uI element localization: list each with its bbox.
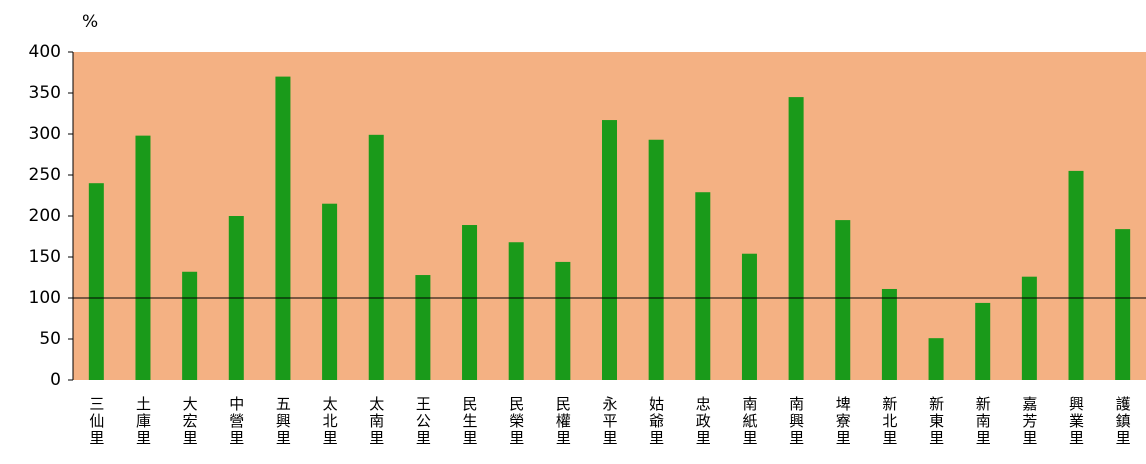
bar	[1115, 229, 1131, 380]
x-tick-label: 嘉芳里	[1020, 396, 1038, 447]
y-tick-label: 400	[29, 42, 61, 62]
x-tick-label: 中營里	[227, 396, 245, 447]
bar	[648, 139, 664, 380]
x-tick-label: 埤寮里	[834, 396, 852, 447]
y-tick-label: 300	[29, 124, 61, 144]
bar	[602, 120, 617, 380]
bar	[928, 338, 944, 380]
y-tick-label: 250	[29, 165, 61, 185]
x-tick-label: 太南里	[367, 396, 385, 447]
bar	[881, 288, 897, 380]
bar	[555, 261, 571, 380]
y-tick-label: 50	[39, 329, 61, 349]
x-tick-label: 姑爺里	[647, 396, 665, 447]
x-tick-label: 新北里	[880, 396, 898, 447]
x-tick-label: 民權里	[554, 396, 572, 447]
bar	[462, 225, 478, 380]
x-tick-label: 大宏里	[181, 396, 199, 447]
y-tick-label: 150	[29, 247, 61, 267]
bar	[88, 183, 104, 380]
y-tick-label: 100	[29, 288, 61, 308]
unit-label: %	[82, 12, 98, 32]
x-tick-label: 南興里	[787, 396, 805, 447]
x-tick-label: 永平里	[601, 396, 619, 447]
x-tick-label: 三仙里	[87, 396, 105, 447]
x-tick-label: 護鎮里	[1114, 396, 1132, 447]
bar	[788, 97, 804, 380]
bar	[322, 203, 338, 380]
bar	[975, 302, 991, 380]
bar	[368, 134, 384, 380]
y-tick-label: 200	[29, 206, 61, 226]
bar	[135, 135, 151, 380]
x-tick-label: 南紙里	[740, 396, 758, 447]
x-tick-label: 五興里	[274, 396, 292, 447]
bar	[415, 275, 431, 380]
x-tick-label: 忠政里	[694, 396, 712, 447]
x-tick-label: 王公里	[414, 396, 432, 447]
bar	[1021, 276, 1037, 380]
bar	[275, 76, 291, 380]
y-tick-label: 350	[29, 83, 61, 103]
x-tick-label: 太北里	[321, 396, 339, 447]
x-tick-label: 土庫里	[134, 396, 152, 447]
x-tick-label: 新南里	[974, 396, 992, 447]
bar	[835, 220, 851, 380]
y-tick-label: 0	[50, 370, 61, 390]
bar	[508, 242, 524, 380]
x-tick-label: 新東里	[927, 396, 945, 447]
bar	[695, 192, 711, 380]
bar	[741, 253, 757, 380]
x-tick-label: 興業里	[1067, 396, 1085, 447]
bar	[182, 271, 198, 380]
x-tick-label: 民生里	[461, 396, 479, 447]
bar	[1068, 170, 1084, 380]
x-tick-label: 民榮里	[507, 396, 525, 447]
